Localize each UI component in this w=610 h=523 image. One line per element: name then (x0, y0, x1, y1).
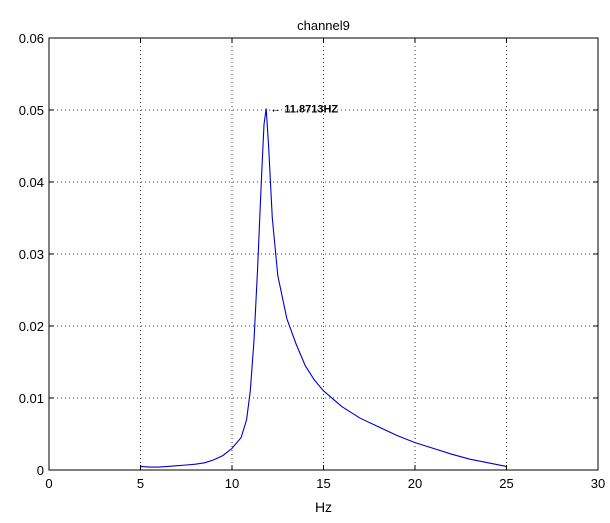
x-tick-label: 25 (499, 476, 513, 491)
x-tick-label: 20 (408, 476, 422, 491)
x-tick-label: 15 (316, 476, 330, 491)
y-tick-label: 0.05 (19, 103, 44, 118)
peak-annotation: ← 11.8713HZ (270, 104, 338, 116)
chart-title: channel9 (297, 18, 350, 33)
x-tick-label: 5 (137, 476, 144, 491)
x-tick-label: 30 (591, 476, 605, 491)
y-tick-label: 0.03 (19, 247, 44, 262)
y-tick-label: 0.02 (19, 319, 44, 334)
y-tick-label: 0.06 (19, 31, 44, 46)
x-axis-label: Hz (315, 499, 332, 515)
x-tick-label: 10 (225, 476, 239, 491)
x-tick-label: 0 (45, 476, 52, 491)
grid-lines (49, 38, 598, 470)
axis-ticks: 0 5 10 15 20 25 30 0 0.01 0.02 0.03 0.04 0.05 0.06 (19, 31, 606, 491)
y-tick-label: 0.04 (19, 175, 44, 190)
series-line (140, 108, 507, 468)
y-tick-label: 0 (37, 463, 44, 478)
y-tick-label: 0.01 (19, 391, 44, 406)
